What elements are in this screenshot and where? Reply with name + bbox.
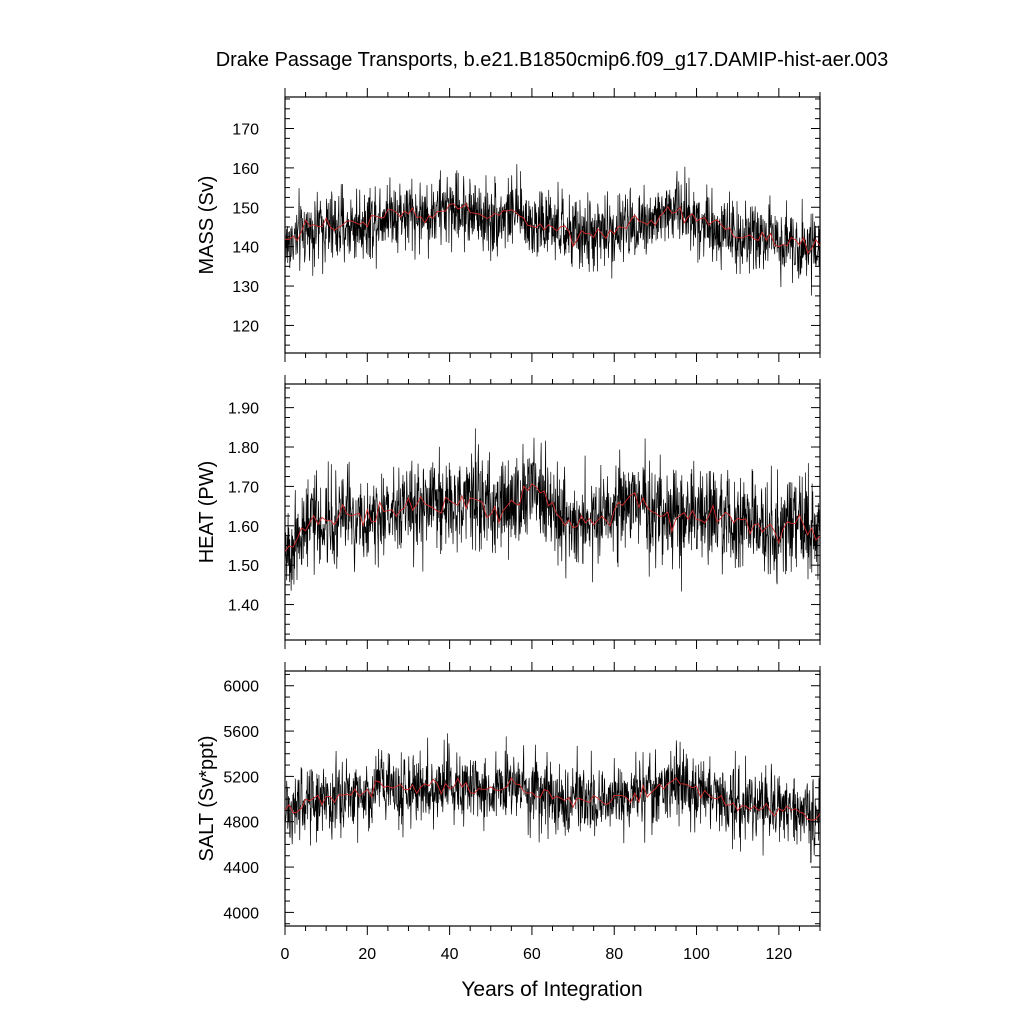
y-tick-label: 4800 [223,815,259,832]
y-tick-label: 5600 [223,724,259,741]
y-axis-label: MASS (Sv) [196,176,218,275]
x-tick-label: 100 [683,946,710,963]
y-tick-label: 1.40 [228,598,259,615]
y-tick-label: 1.80 [228,440,259,457]
x-axis-label: Years of Integration [461,978,642,1001]
y-tick-label: 4000 [223,905,259,922]
y-tick-label: 4400 [223,860,259,877]
y-axis-label: SALT (Sv*ppt) [196,736,218,862]
x-tick-label: 120 [765,946,792,963]
y-tick-label: 1.70 [228,479,259,496]
annual-mean-series-line [285,202,820,255]
plot-frame [284,383,821,641]
monthly-series-line [285,733,820,864]
y-tick-label: 130 [232,279,259,296]
x-tick-label: 40 [441,946,459,963]
y-tick-label: 170 [232,122,259,139]
x-tick-label: 20 [358,946,376,963]
y-axis-label: HEAT (PW) [196,461,218,564]
y-tick-label: 140 [232,240,259,257]
y-tick-label: 1.60 [228,519,259,536]
panel-3: 4000 4400 4800 5200 5600 6000 0 20 40 60 80 100 120 S… [196,662,821,963]
panel-2: 1.40 1.50 1.60 1.70 1.80 1.90 HEAT (PW) [196,375,821,649]
chart-title: Drake Passage Transports, b.e21.B1850cmi… [216,49,889,71]
monthly-series-line [285,428,820,592]
y-tick-label: 6000 [223,679,259,696]
y-tick-label: 1.50 [228,558,259,575]
y-tick-label: 160 [232,161,259,178]
x-tick-label: 80 [605,946,623,963]
y-tick-label: 150 [232,200,259,217]
monthly-series-line [285,164,820,296]
x-tick-label: 0 [281,946,290,963]
annual-mean-series-line [285,483,820,552]
y-tick-label: 5200 [223,769,259,786]
x-tick-label: 60 [523,946,541,963]
y-tick-label: 1.90 [228,401,259,418]
panel-1: 120 130 140 150 160 170 MASS (Sv) [196,88,821,362]
y-tick-label: 120 [232,318,259,335]
annual-mean-series-line [285,776,820,821]
